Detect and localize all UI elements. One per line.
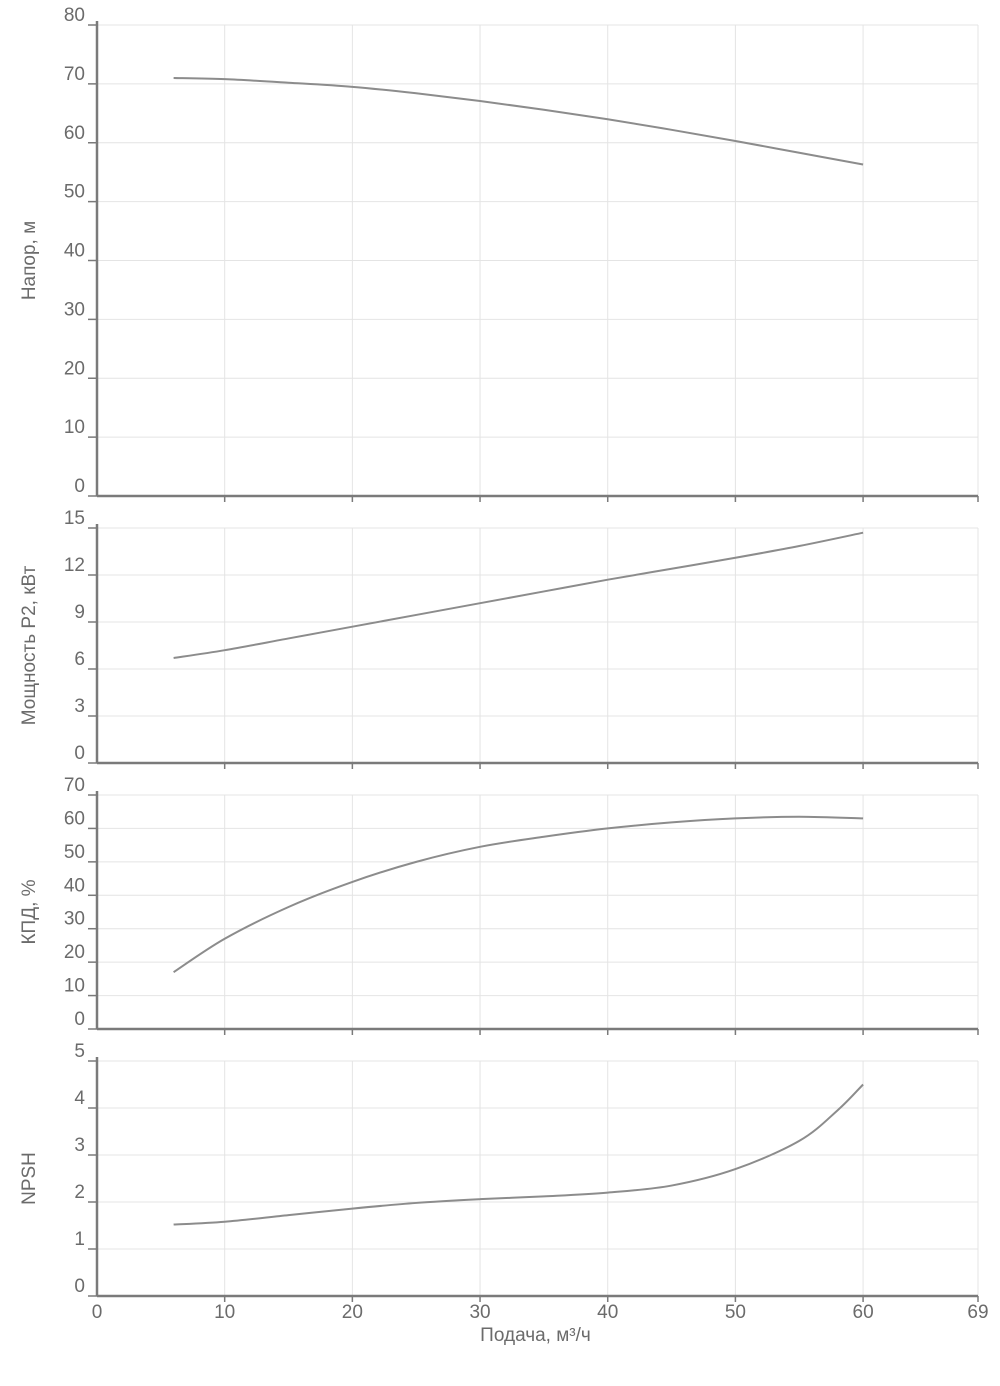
x-tick-label: 30: [469, 1302, 490, 1323]
y-tick-label: 60: [64, 808, 85, 829]
y-tick-label: 70: [64, 64, 85, 85]
x-tick-label: 60: [853, 1302, 874, 1323]
y-tick-label: 4: [74, 1088, 85, 1109]
chart-panel-1: 0 10 20 30 40 50 60 70 80 Напор, м: [19, 5, 979, 502]
y-tick-label: 6: [74, 649, 85, 670]
y-tick-label: 60: [64, 123, 85, 144]
x-tick-label: 69: [967, 1302, 988, 1323]
y-tick-label: 70: [64, 775, 85, 796]
y-tick-label: 50: [64, 182, 85, 203]
series-line: [173, 1083, 864, 1226]
x-tick-label: 10: [214, 1302, 235, 1323]
x-tick-label: 0: [92, 1302, 103, 1323]
y-tick-label: 15: [64, 508, 85, 529]
series-line: [173, 76, 864, 166]
y-tick-label: 40: [64, 875, 85, 896]
chart-panel-3: 0 10 20 30 40 50 60 70 КПД, %: [19, 775, 979, 1035]
y-axis-title: Мощность P2, кВт: [19, 565, 40, 725]
y-tick-label: 2: [74, 1182, 85, 1203]
series-line: [173, 815, 864, 974]
x-axis-title: Подача, м³/ч: [480, 1325, 591, 1346]
y-tick-label: 40: [64, 241, 85, 262]
y-tick-label: 5: [74, 1041, 85, 1062]
y-tick-label: 12: [64, 555, 85, 576]
series-line: [173, 531, 864, 660]
chart-panel-2: 0 3 6 9 12 15 Мощность P2, кВт: [19, 508, 979, 769]
y-tick-label: 30: [64, 299, 85, 320]
x-tick-label: 20: [342, 1302, 363, 1323]
y-tick-label: 0: [74, 1009, 85, 1030]
y-tick-label: 10: [64, 976, 85, 997]
y-axis-title: Напор, м: [19, 221, 40, 300]
y-tick-label: 0: [74, 743, 85, 764]
y-tick-label: 9: [74, 602, 85, 623]
y-tick-label: 50: [64, 842, 85, 863]
y-axis-title: NPSH: [19, 1152, 40, 1205]
y-tick-label: 30: [64, 909, 85, 930]
y-tick-label: 10: [64, 417, 85, 438]
x-tick-label: 40: [597, 1302, 618, 1323]
y-tick-label: 3: [74, 696, 85, 717]
y-axis-title: КПД, %: [19, 879, 40, 944]
y-tick-label: 80: [64, 5, 85, 26]
x-tick-label: 50: [725, 1302, 746, 1323]
y-tick-label: 20: [64, 942, 85, 963]
y-tick-label: 1: [74, 1229, 85, 1250]
y-tick-label: 0: [74, 476, 85, 497]
y-tick-label: 3: [74, 1135, 85, 1156]
y-tick-label: 20: [64, 358, 85, 379]
y-tick-label: 0: [74, 1276, 85, 1297]
